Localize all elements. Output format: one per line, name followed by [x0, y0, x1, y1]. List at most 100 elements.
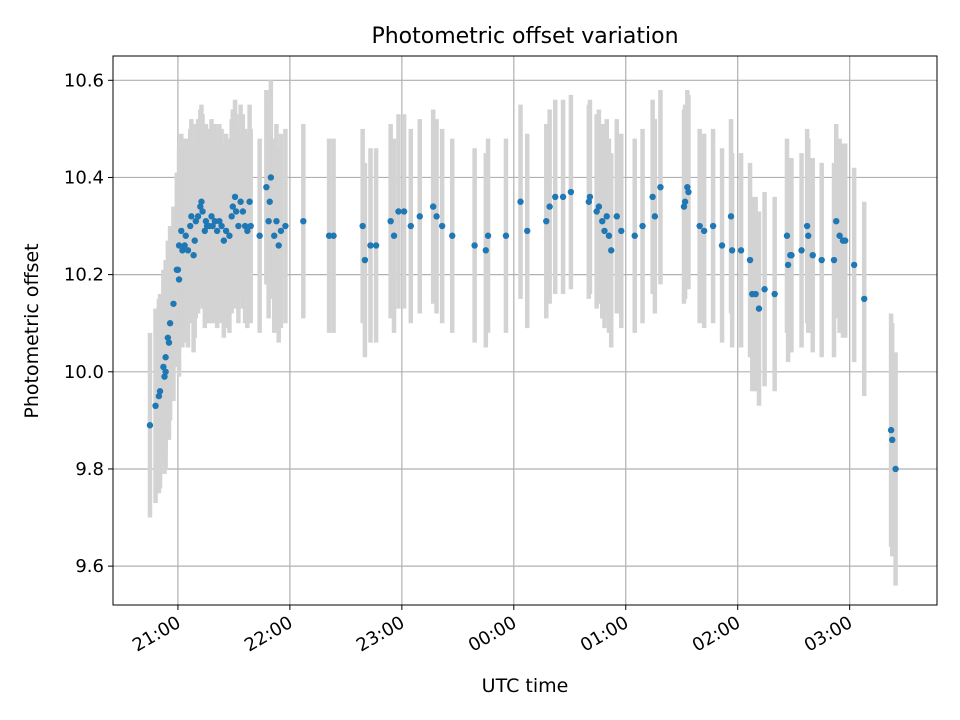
- data-point: [246, 198, 253, 205]
- data-point: [567, 188, 575, 196]
- data-point: [275, 242, 282, 249]
- data-point: [517, 198, 524, 205]
- data-point: [202, 217, 210, 225]
- data-point: [267, 174, 275, 181]
- data-point: [593, 208, 600, 215]
- y-tick-label: 10.4: [64, 167, 104, 188]
- data-point: [746, 256, 754, 264]
- data-point: [700, 227, 708, 235]
- data-point: [639, 222, 646, 230]
- data-point: [680, 203, 688, 210]
- data-point: [681, 198, 689, 205]
- data-point: [187, 222, 194, 230]
- data-point: [737, 247, 745, 254]
- data-point: [191, 237, 198, 244]
- data-point: [265, 217, 272, 225]
- data-point: [182, 232, 189, 239]
- data-point: [188, 213, 195, 220]
- data-point: [887, 426, 895, 434]
- data-point: [235, 222, 242, 230]
- data-point: [482, 247, 490, 254]
- data-point: [160, 363, 167, 371]
- y-tick-label: 9.8: [75, 459, 104, 480]
- data-point: [601, 227, 608, 235]
- data-point: [181, 242, 188, 249]
- data-point: [696, 222, 703, 230]
- data-point: [552, 193, 559, 201]
- data-point: [524, 227, 531, 235]
- data-point: [199, 208, 206, 215]
- data-point: [179, 247, 186, 254]
- data-point: [484, 232, 492, 239]
- data-point: [395, 208, 402, 215]
- data-point-layer: [146, 174, 899, 473]
- data-point: [416, 213, 423, 220]
- data-point: [232, 208, 240, 215]
- data-point: [277, 227, 285, 235]
- data-point: [631, 232, 638, 239]
- data-point: [841, 237, 849, 244]
- data-point: [892, 465, 899, 473]
- data-point: [165, 339, 173, 346]
- data-point: [836, 232, 843, 239]
- y-axis-label: Photometric offset: [21, 243, 43, 418]
- data-point: [830, 256, 838, 264]
- y-tick-label: 9.6: [75, 556, 104, 577]
- data-point: [211, 217, 219, 225]
- data-point: [449, 232, 456, 239]
- data-point: [543, 217, 550, 225]
- data-point: [300, 217, 307, 225]
- data-point: [198, 198, 205, 205]
- data-point: [833, 217, 840, 225]
- data-point: [166, 320, 174, 327]
- data-point: [608, 247, 615, 254]
- data-point: [613, 213, 621, 220]
- data-point: [175, 242, 183, 249]
- data-point: [784, 261, 792, 269]
- data-point: [603, 213, 610, 220]
- data-point: [586, 193, 594, 201]
- data-point: [146, 422, 154, 429]
- data-point: [809, 251, 816, 259]
- data-point: [226, 232, 233, 239]
- data-point: [546, 203, 553, 210]
- data-point: [771, 290, 778, 298]
- data-point: [850, 261, 858, 269]
- data-point: [718, 242, 726, 249]
- data-point: [178, 227, 185, 235]
- data-point: [595, 203, 603, 210]
- data-point: [152, 402, 159, 410]
- data-point: [164, 334, 172, 341]
- y-tick-label: 10.2: [64, 265, 104, 286]
- y-tick-label: 10.0: [64, 362, 104, 383]
- data-point: [752, 290, 759, 298]
- data-point: [889, 436, 896, 444]
- data-point: [559, 193, 567, 201]
- chart-title: Photometric offset variation: [371, 24, 678, 49]
- data-point: [471, 242, 478, 249]
- data-point: [201, 227, 209, 235]
- data-point: [220, 237, 228, 244]
- data-point: [170, 300, 177, 307]
- data-point: [657, 183, 664, 191]
- data-point: [156, 388, 164, 395]
- data-point: [728, 247, 736, 254]
- data-point: [761, 286, 768, 293]
- data-point: [438, 222, 446, 230]
- x-axis-label: UTC time: [482, 675, 569, 697]
- data-point: [184, 247, 192, 254]
- data-point: [174, 266, 182, 273]
- data-point: [755, 305, 763, 312]
- data-point: [685, 188, 692, 196]
- data-point: [216, 217, 223, 225]
- data-point: [585, 198, 593, 205]
- data-point: [241, 222, 249, 230]
- data-point: [783, 232, 791, 239]
- data-point: [175, 276, 183, 283]
- data-point: [247, 222, 254, 230]
- data-point: [218, 222, 225, 230]
- data-point: [213, 227, 221, 235]
- data-point: [390, 232, 398, 239]
- data-point: [788, 251, 795, 259]
